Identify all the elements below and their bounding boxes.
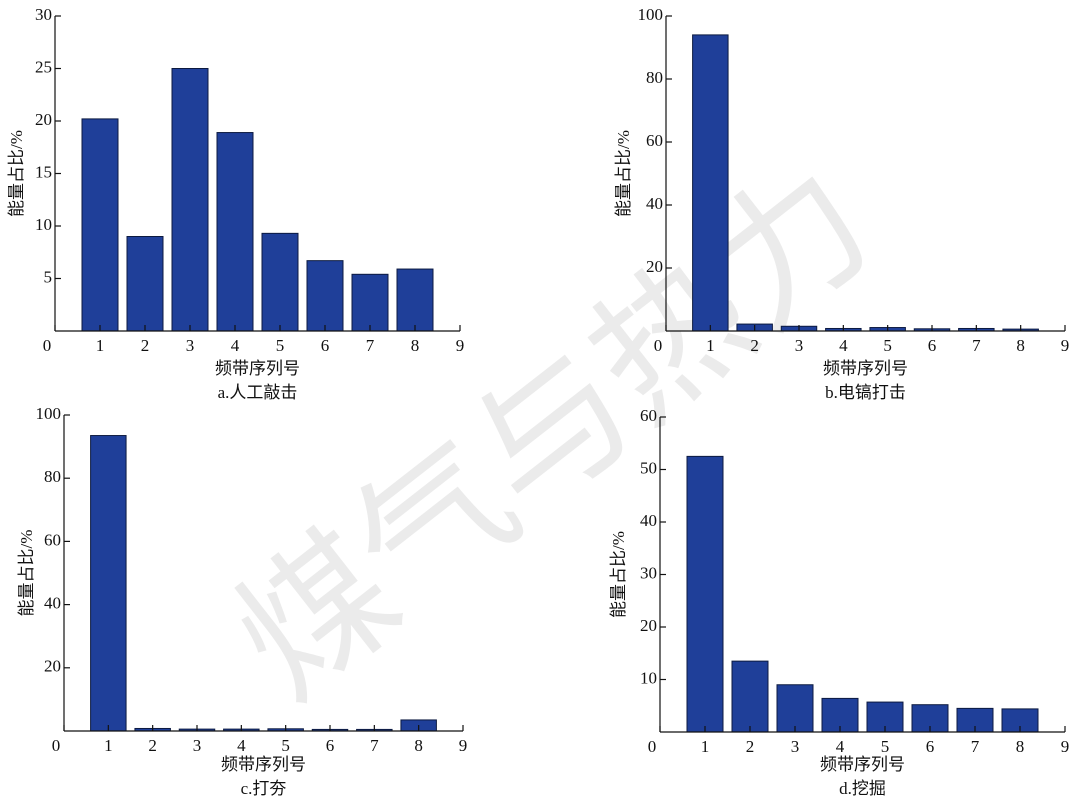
y-tick-label: 100 [36, 404, 62, 423]
y-tick-label: 30 [640, 563, 657, 582]
x-axis-label: 频带序列号 [820, 755, 905, 774]
y-axis-label: 能量占比/% [614, 130, 633, 217]
x-tick-label: 1 [701, 737, 710, 756]
x-tick-label: 3 [791, 737, 800, 756]
x-tick-label: 9 [459, 736, 468, 755]
x-tick-label: 5 [276, 336, 285, 355]
bar [396, 268, 434, 332]
bar [306, 260, 344, 332]
x-tick-label: 5 [883, 336, 892, 355]
x-tick-label: 5 [881, 737, 890, 756]
y-tick-label: 60 [640, 406, 657, 425]
x-tick-label: 2 [148, 736, 157, 755]
x-tick-label: 4 [231, 336, 240, 355]
x-tick-label: 4 [839, 336, 848, 355]
y-tick-label: 60 [44, 530, 61, 549]
bar [776, 684, 814, 733]
y-tick-label: 40 [646, 194, 663, 213]
y-tick-label: 80 [44, 467, 61, 486]
caption: d.挖掘 [839, 779, 886, 798]
x-tick-label: 9 [1061, 737, 1070, 756]
x-tick-label: 1 [706, 336, 715, 355]
x-tick-label: 7 [971, 737, 980, 756]
x-tick-label: 7 [972, 336, 981, 355]
x-tick-label: 2 [746, 737, 755, 756]
x-axis-label: 频带序列号 [823, 359, 908, 378]
x-tick-label: 6 [321, 336, 330, 355]
y-tick-label: 20 [640, 616, 657, 635]
x-tick-label: 6 [926, 737, 935, 756]
x-tick-label: 2 [141, 336, 150, 355]
x-tick-label: 1 [96, 336, 105, 355]
x-tick-label: 6 [928, 336, 937, 355]
x-tick-label: 4 [237, 736, 246, 755]
x-tick-label: 0 [648, 737, 657, 756]
x-tick-label: 0 [52, 736, 61, 755]
bar [126, 236, 164, 332]
x-tick-label: 3 [795, 336, 804, 355]
x-tick-label: 8 [1016, 336, 1025, 355]
y-tick-label: 20 [44, 657, 61, 676]
x-tick-label: 0 [43, 336, 52, 355]
x-tick-label: 7 [366, 336, 375, 355]
y-tick-label: 50 [640, 458, 657, 477]
bar [351, 273, 389, 332]
x-tick-label: 1 [104, 736, 113, 755]
x-axis-label: 频带序列号 [215, 359, 300, 378]
caption: b.电镐打击 [825, 383, 906, 402]
bar [81, 118, 119, 332]
bar [686, 455, 724, 733]
y-tick-label: 10 [35, 215, 52, 234]
x-tick-label: 2 [750, 336, 759, 355]
x-tick-label: 8 [414, 736, 423, 755]
y-tick-label: 10 [640, 668, 657, 687]
y-tick-label: 30 [35, 5, 52, 24]
x-tick-label: 8 [1016, 737, 1025, 756]
x-tick-label: 9 [1061, 336, 1070, 355]
watermark: 煤气与热力 [205, 133, 903, 732]
x-tick-label: 0 [654, 336, 663, 355]
bar [90, 435, 127, 732]
bar [171, 68, 209, 332]
y-tick-label: 40 [640, 511, 657, 530]
y-tick-label: 100 [638, 5, 664, 24]
bar [692, 34, 729, 332]
x-tick-label: 4 [836, 737, 845, 756]
y-tick-label: 20 [646, 257, 663, 276]
caption: a.人工敲击 [218, 383, 298, 402]
y-tick-label: 40 [44, 594, 61, 613]
y-tick-label: 20 [35, 110, 52, 129]
caption: c.打夯 [241, 779, 287, 798]
y-axis-label: 能量占比/% [17, 530, 36, 617]
y-tick-label: 60 [646, 131, 663, 150]
y-tick-label: 5 [44, 267, 53, 286]
y-axis-label: 能量占比/% [7, 130, 26, 217]
x-tick-label: 3 [186, 336, 195, 355]
bar [261, 232, 299, 332]
bar [731, 660, 769, 733]
bar [216, 132, 254, 332]
x-tick-label: 7 [370, 736, 379, 755]
x-tick-label: 8 [411, 336, 420, 355]
x-tick-label: 5 [281, 736, 290, 755]
y-axis-label: 能量占比/% [609, 531, 628, 618]
y-tick-label: 25 [35, 57, 52, 76]
y-tick-label: 15 [35, 162, 52, 181]
x-tick-label: 3 [193, 736, 202, 755]
y-tick-label: 80 [646, 68, 663, 87]
x-axis-label: 频带序列号 [221, 755, 306, 774]
x-tick-label: 6 [326, 736, 335, 755]
x-tick-label: 9 [456, 336, 465, 355]
